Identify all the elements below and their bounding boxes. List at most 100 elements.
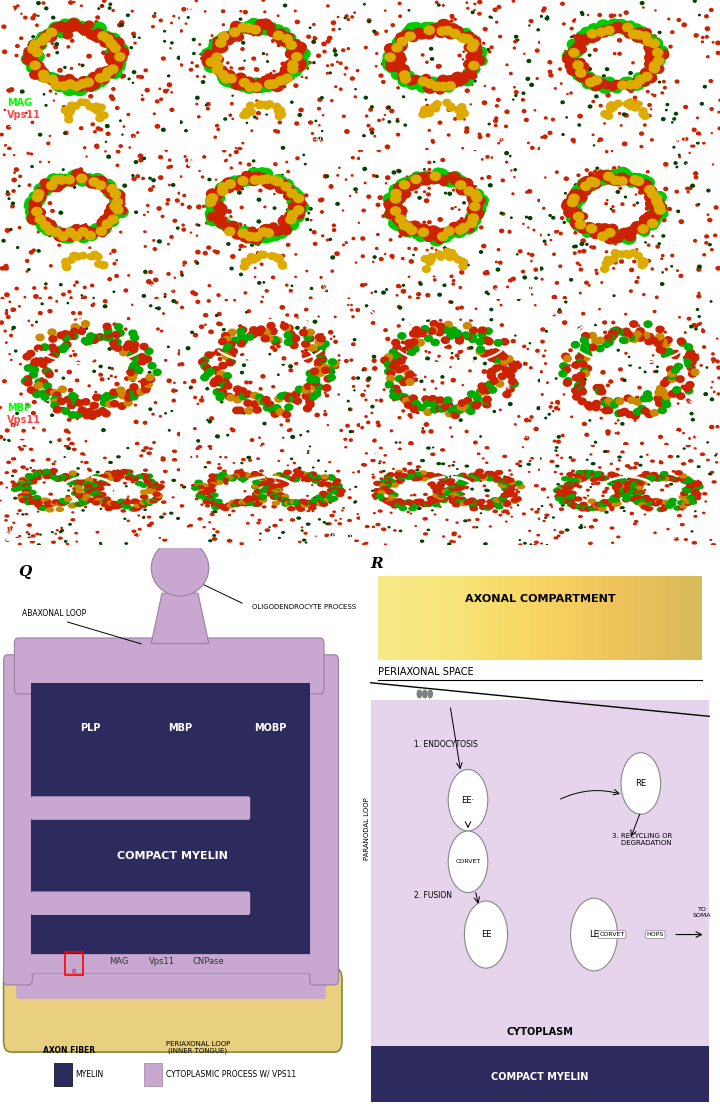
Circle shape: [285, 50, 296, 59]
Circle shape: [217, 71, 230, 82]
Circle shape: [648, 61, 649, 62]
Circle shape: [598, 27, 610, 38]
Circle shape: [153, 441, 156, 443]
Circle shape: [54, 410, 57, 412]
Circle shape: [577, 62, 589, 72]
Circle shape: [454, 256, 462, 263]
Circle shape: [479, 327, 487, 334]
Text: CORVET: CORVET: [455, 860, 481, 864]
Circle shape: [473, 474, 480, 479]
Circle shape: [425, 335, 433, 341]
Circle shape: [297, 49, 310, 60]
Circle shape: [576, 263, 579, 264]
Circle shape: [577, 485, 582, 488]
Circle shape: [76, 489, 83, 493]
Circle shape: [204, 370, 212, 377]
Circle shape: [22, 484, 30, 488]
Circle shape: [32, 42, 41, 49]
Circle shape: [595, 509, 598, 510]
Circle shape: [505, 493, 512, 496]
Circle shape: [428, 80, 438, 89]
Circle shape: [478, 135, 482, 138]
Circle shape: [237, 83, 247, 91]
Circle shape: [144, 69, 148, 72]
Circle shape: [426, 24, 428, 27]
Circle shape: [486, 134, 490, 136]
Circle shape: [485, 382, 493, 388]
Circle shape: [637, 496, 644, 501]
Circle shape: [78, 227, 88, 236]
Circle shape: [109, 95, 113, 99]
Circle shape: [213, 535, 215, 536]
Circle shape: [653, 310, 656, 312]
Circle shape: [273, 103, 281, 110]
Circle shape: [559, 531, 564, 533]
Circle shape: [464, 35, 474, 44]
Circle shape: [420, 541, 423, 542]
Circle shape: [105, 212, 114, 220]
Circle shape: [269, 229, 282, 240]
Circle shape: [636, 224, 649, 235]
Circle shape: [500, 409, 501, 411]
Circle shape: [588, 54, 591, 57]
Circle shape: [76, 473, 78, 475]
Circle shape: [706, 27, 709, 30]
Circle shape: [474, 47, 487, 58]
Circle shape: [588, 105, 592, 107]
Circle shape: [472, 476, 480, 481]
Circle shape: [256, 79, 265, 86]
Circle shape: [697, 295, 701, 298]
Circle shape: [716, 41, 720, 44]
Circle shape: [210, 352, 215, 356]
Circle shape: [130, 47, 132, 49]
Circle shape: [431, 58, 433, 60]
Circle shape: [657, 386, 665, 392]
Circle shape: [220, 75, 234, 86]
Circle shape: [629, 488, 636, 492]
Circle shape: [126, 389, 134, 396]
Circle shape: [603, 451, 606, 452]
Circle shape: [503, 502, 510, 506]
Circle shape: [320, 502, 328, 506]
Circle shape: [482, 476, 486, 479]
Circle shape: [665, 268, 667, 270]
Circle shape: [383, 471, 384, 472]
Circle shape: [224, 343, 232, 350]
Text: AXON FIBER: AXON FIBER: [43, 1046, 95, 1056]
Circle shape: [207, 493, 215, 497]
Circle shape: [35, 503, 42, 507]
Circle shape: [501, 360, 503, 361]
Circle shape: [34, 189, 44, 198]
Circle shape: [100, 220, 104, 224]
Circle shape: [564, 301, 567, 302]
Circle shape: [621, 422, 624, 425]
Circle shape: [323, 384, 330, 391]
Circle shape: [326, 239, 328, 240]
Circle shape: [37, 69, 49, 79]
Circle shape: [8, 440, 9, 441]
Circle shape: [88, 384, 90, 387]
Circle shape: [487, 500, 494, 504]
Circle shape: [621, 203, 624, 205]
Text: PERIAXONAL SPACE: PERIAXONAL SPACE: [378, 667, 474, 677]
Circle shape: [323, 493, 330, 497]
Circle shape: [420, 175, 432, 185]
Circle shape: [213, 389, 221, 396]
Circle shape: [132, 177, 136, 181]
Circle shape: [659, 338, 667, 345]
Circle shape: [562, 134, 564, 135]
Circle shape: [400, 473, 408, 478]
Circle shape: [264, 229, 274, 237]
Circle shape: [12, 458, 16, 460]
Circle shape: [326, 72, 328, 74]
Circle shape: [643, 476, 650, 480]
Circle shape: [72, 232, 81, 240]
Circle shape: [401, 501, 408, 505]
Circle shape: [530, 83, 534, 86]
Circle shape: [17, 247, 19, 248]
Circle shape: [346, 179, 347, 181]
Circle shape: [118, 500, 125, 503]
Circle shape: [65, 541, 67, 542]
Circle shape: [236, 407, 244, 413]
Circle shape: [103, 33, 114, 43]
